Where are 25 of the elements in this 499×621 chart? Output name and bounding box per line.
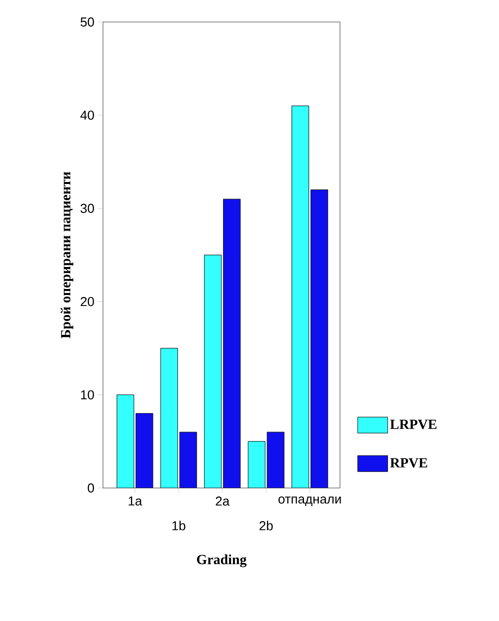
x-tick-label: 1a [128,496,142,506]
x-tick-label: 1b [172,520,186,530]
y-tick-label: 20 [80,297,94,306]
bar [248,441,266,488]
x-axis-title: Grading [196,554,247,568]
bar [310,190,328,488]
x-tick-label: отпаднали [278,496,341,506]
y-tick-label: 30 [80,204,94,213]
bar [180,432,197,488]
bar [116,394,134,488]
y-tick-label: 40 [80,110,94,120]
legend-label: RPVE [390,458,428,468]
y-tick-label: 0 [88,483,94,493]
bar [267,432,284,488]
legend-label: LRPVE [390,420,436,430]
y-axis-title: Брой оперирани пациенти [60,172,74,338]
bar [136,413,153,488]
y-tick-label: 50 [80,17,94,27]
bar [160,348,178,488]
x-tick-label: 2b [260,520,273,530]
bar [204,254,222,488]
y-tick-label: 10 [81,390,94,400]
x-tick-label: 2a [216,496,230,506]
bar [292,106,310,488]
bar [223,199,240,488]
